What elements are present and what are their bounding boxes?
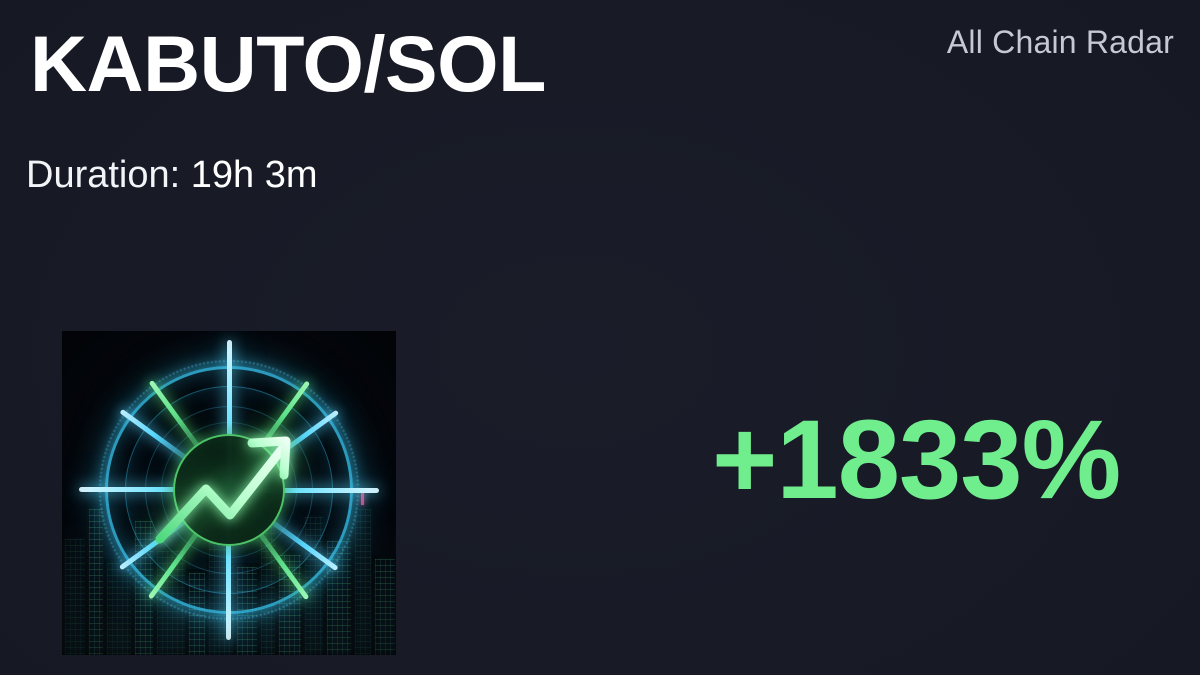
token-logo bbox=[62, 331, 396, 655]
duration-row: Duration: 19h 3m bbox=[26, 156, 318, 194]
performance-change-value: +1833% bbox=[712, 397, 1121, 522]
duration-label: Duration: bbox=[26, 154, 181, 196]
radar-disc-icon bbox=[79, 339, 379, 640]
duration-value: 19h 3m bbox=[190, 154, 318, 196]
brand-label: All Chain Radar bbox=[946, 24, 1174, 60]
page-title: KABUTO/SOL bbox=[30, 19, 546, 108]
trend-up-arrow-icon bbox=[144, 415, 314, 565]
logo-artwork bbox=[62, 331, 396, 655]
